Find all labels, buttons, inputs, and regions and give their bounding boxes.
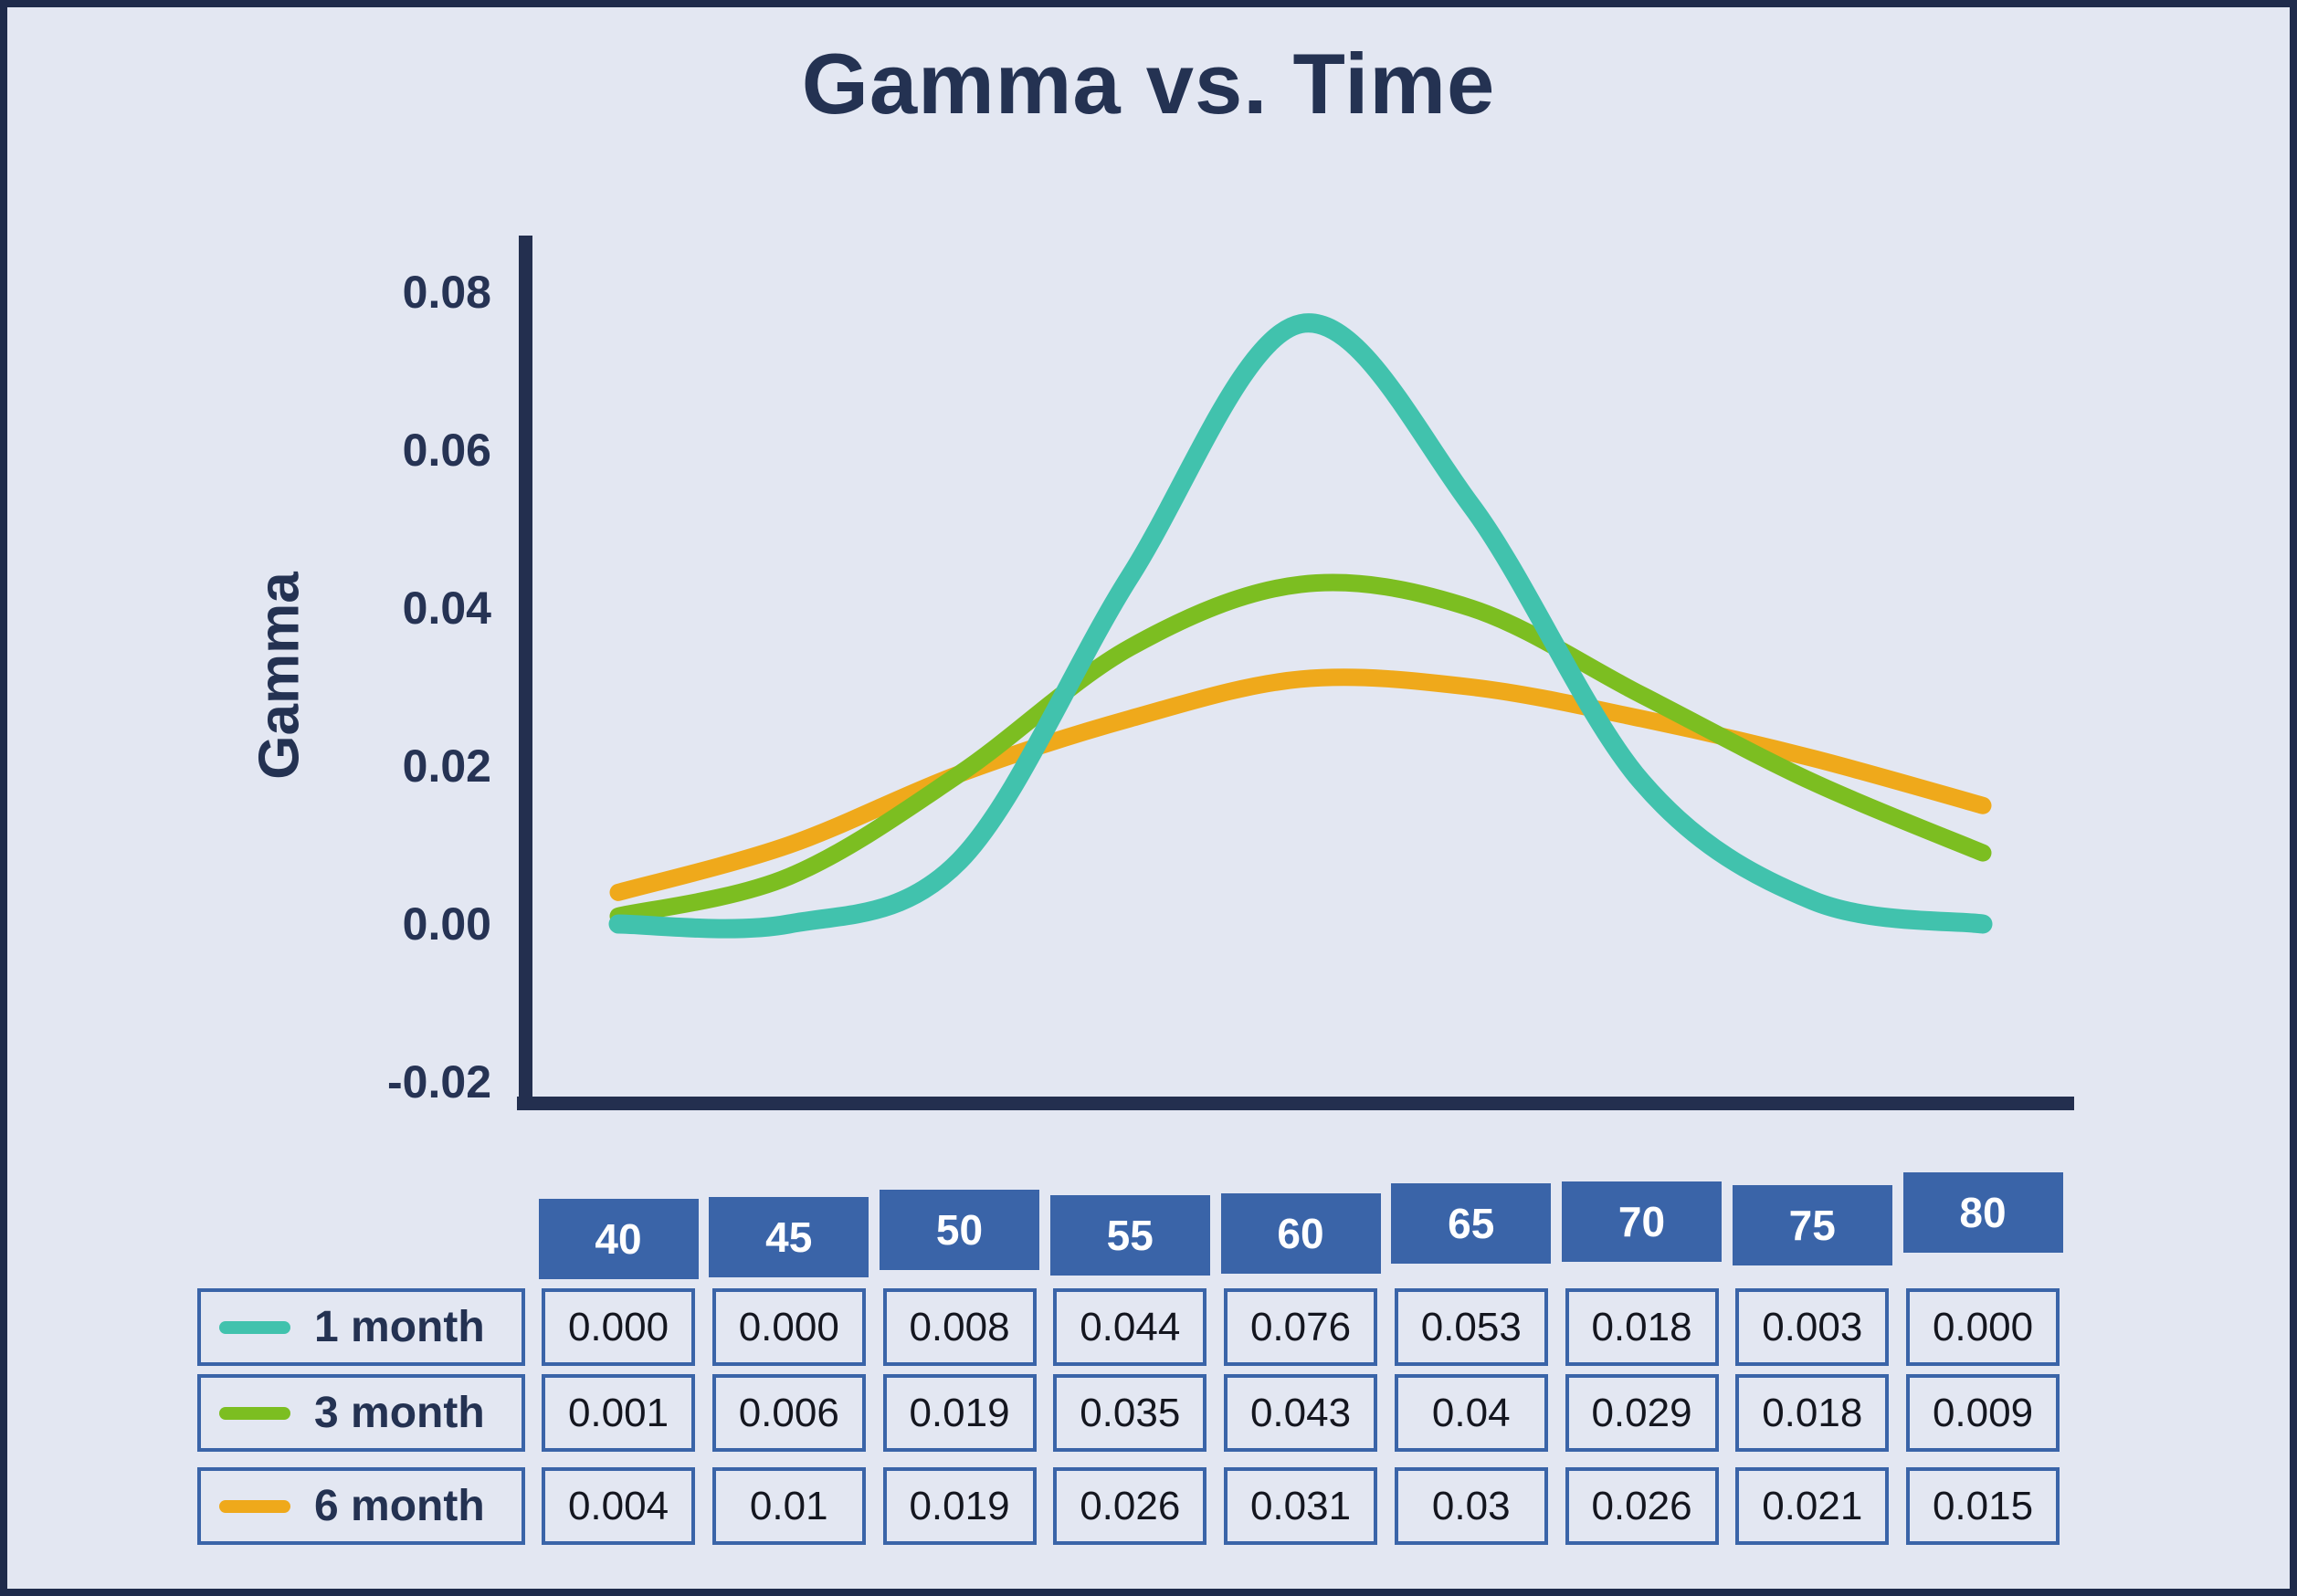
table-cell-6-month-65: 0.03 [1394, 1467, 1548, 1545]
table-cell-3-month-50: 0.019 [882, 1374, 1037, 1452]
table-header-cell-45: 45 [709, 1197, 869, 1277]
legend-swatch-3-month [219, 1406, 290, 1420]
table-cell-6-month-45: 0.01 [711, 1467, 866, 1545]
series-line-1-month [608, 313, 1993, 939]
table-cell-6-month-40: 0.004 [542, 1467, 695, 1545]
table-cell-6-month-80: 0.015 [1906, 1467, 2060, 1545]
series-line-3-month [609, 573, 1992, 925]
table-cell-3-month-40: 0.001 [542, 1374, 695, 1452]
y-tick-0.00: 0.00 [402, 898, 491, 950]
legend-swatch-6-month [219, 1499, 290, 1513]
table-cell-3-month-45: 0.006 [711, 1374, 866, 1452]
chart-title: Gamma vs. Time [801, 36, 1496, 131]
table-header-cell-50: 50 [880, 1190, 1039, 1270]
legend-label: 3 month [314, 1389, 485, 1437]
gamma-line-chart [517, 236, 2074, 1110]
series-line-6-month [609, 668, 1992, 901]
table-header-cell-65: 65 [1391, 1183, 1552, 1264]
table-cell-1-month-65: 0.053 [1394, 1288, 1548, 1366]
table-cell-1-month-45: 0.000 [711, 1288, 866, 1366]
table-cell-3-month-60: 0.043 [1224, 1374, 1377, 1452]
table-cell-3-month-75: 0.018 [1735, 1374, 1890, 1452]
legend-cell-1-month: 1 month [197, 1288, 525, 1366]
table-cell-3-month-55: 0.035 [1053, 1374, 1207, 1452]
table-header-cell-60: 60 [1220, 1193, 1381, 1274]
table-cell-6-month-70: 0.026 [1565, 1467, 1719, 1545]
table-cell-1-month-80: 0.000 [1906, 1288, 2060, 1366]
legend-cell-6-month: 6 month [197, 1467, 525, 1545]
legend-swatch-1-month [219, 1320, 290, 1334]
table-header-cell-80: 80 [1902, 1172, 2063, 1253]
table-cell-3-month-80: 0.009 [1906, 1374, 2060, 1452]
table-header-cell-55: 55 [1049, 1195, 1210, 1276]
y-tick-0.08: 0.08 [402, 267, 491, 318]
y-tick-0.04: 0.04 [402, 583, 491, 634]
legend-label: 1 month [314, 1303, 485, 1351]
legend-cell-3-month: 3 month [197, 1374, 525, 1452]
table-cell-1-month-75: 0.003 [1735, 1288, 1890, 1366]
table-cell-1-month-70: 0.018 [1565, 1288, 1719, 1366]
table-header-cell-75: 75 [1732, 1185, 1892, 1265]
y-tick-0.06: 0.06 [402, 425, 491, 476]
table-cell-1-month-50: 0.008 [882, 1288, 1037, 1366]
table-header-cell-40: 40 [538, 1199, 699, 1279]
legend-label: 6 month [314, 1482, 485, 1530]
table-cell-1-month-55: 0.044 [1053, 1288, 1207, 1366]
y-tick--0.02: -0.02 [387, 1056, 491, 1108]
table-cell-6-month-50: 0.019 [882, 1467, 1037, 1545]
y-axis-line [519, 236, 532, 1110]
table-cell-3-month-65: 0.04 [1394, 1374, 1548, 1452]
y-tick-0.02: 0.02 [402, 740, 491, 792]
table-cell-1-month-40: 0.000 [542, 1288, 695, 1366]
chart-series-lines [608, 313, 1993, 939]
table-cell-1-month-60: 0.076 [1224, 1288, 1377, 1366]
chart-axes [517, 236, 2074, 1110]
table-cell-3-month-70: 0.029 [1565, 1374, 1719, 1452]
x-axis-line [517, 1097, 2074, 1110]
table-cell-6-month-75: 0.021 [1735, 1467, 1890, 1545]
table-cell-6-month-60: 0.031 [1224, 1467, 1377, 1545]
table-header-cell-70: 70 [1562, 1181, 1722, 1262]
table-cell-6-month-55: 0.026 [1053, 1467, 1207, 1545]
